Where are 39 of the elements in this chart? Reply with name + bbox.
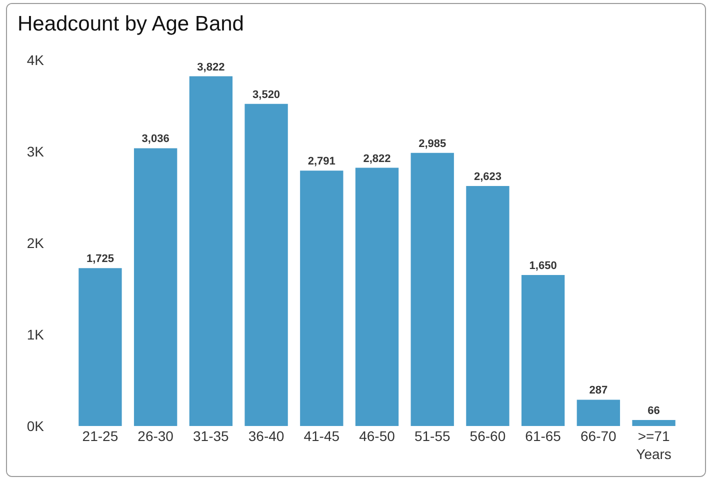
bar: [576, 400, 620, 426]
bar: [189, 76, 233, 426]
bar: [244, 104, 288, 426]
data-label: 2,791: [308, 156, 336, 168]
x-tick-label: 61-65: [525, 428, 562, 444]
bar: [466, 186, 510, 426]
x-tick-label: 31-35: [193, 428, 230, 444]
data-label: 2,623: [474, 171, 502, 183]
data-label: 2,985: [418, 138, 446, 150]
x-tick-label: 51-55: [414, 428, 450, 444]
bar: [521, 275, 565, 426]
data-label: 287: [589, 384, 608, 397]
data-label: 3,036: [142, 133, 170, 146]
x-tick-label: 21-25: [82, 428, 118, 444]
x-tick-label: 56-60: [470, 428, 506, 444]
y-tick-label: 1K: [26, 326, 45, 342]
x-tick-label: >=71 Years: [636, 428, 672, 462]
x-tick-label: 46-50: [359, 428, 396, 444]
data-label: 3,822: [197, 61, 225, 74]
x-tick-label: 26-30: [138, 428, 174, 444]
chart-title: Headcount by Age Band: [17, 12, 244, 36]
x-tick-label: 36-40: [248, 428, 284, 444]
y-tick-label: 0K: [26, 418, 45, 434]
bar: [78, 268, 122, 426]
data-label: 1,725: [86, 253, 114, 266]
bar: [134, 148, 178, 426]
bar: [410, 152, 454, 426]
data-label: 1,650: [529, 260, 557, 272]
x-tick-label: 41-45: [304, 428, 340, 444]
bar: [300, 170, 344, 426]
data-label: 2,822: [363, 152, 391, 165]
y-tick-label: 4K: [26, 52, 45, 68]
data-label: 66: [648, 404, 660, 417]
y-tick-label: 2K: [26, 234, 45, 251]
bar: [355, 168, 399, 426]
y-tick-label: 3K: [26, 143, 45, 160]
bar: [632, 420, 676, 426]
data-label: 3,520: [252, 88, 280, 101]
x-tick-label: 66-70: [580, 428, 617, 444]
